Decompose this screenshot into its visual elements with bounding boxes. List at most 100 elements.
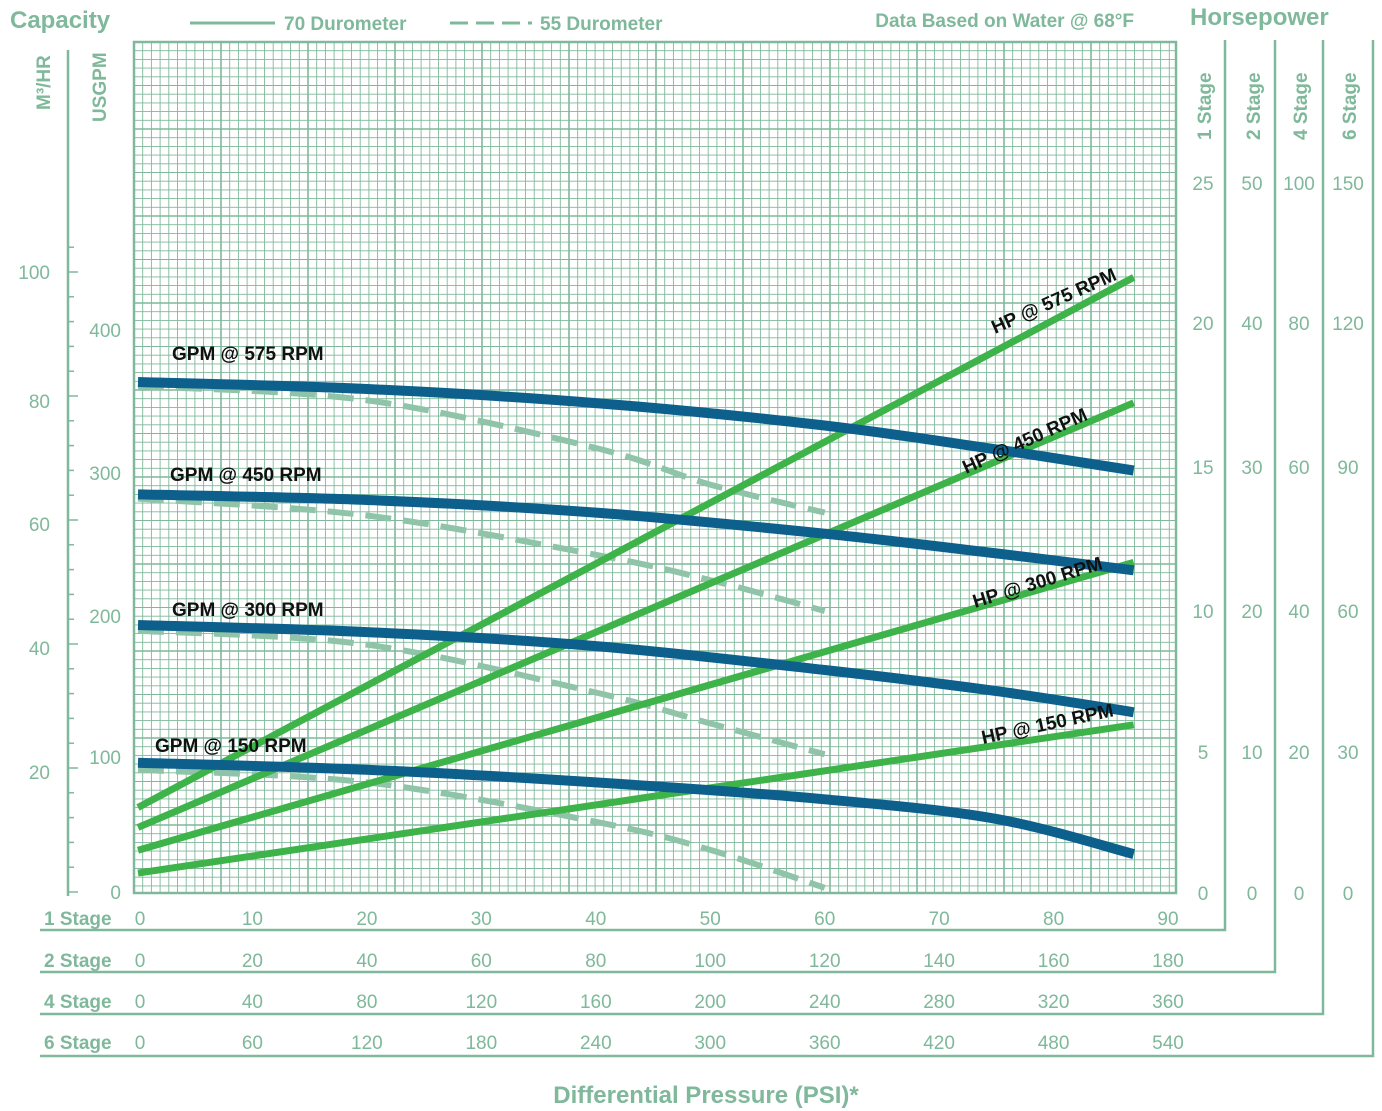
bottom-axis-tick-label: 120 — [465, 992, 497, 1013]
usgpm-tick-label: 400 — [89, 321, 121, 342]
bottom-axis-tick-label: 50 — [700, 909, 721, 930]
bottom-axis-tick-label: 40 — [356, 951, 377, 972]
bottom-axis-tick-label: 360 — [809, 1033, 841, 1054]
hp-curve-575-rpm — [136, 274, 1136, 811]
gpm-curve-450-rpm — [137, 489, 1135, 576]
m3hr-tick-label: 40 — [29, 639, 50, 660]
bottom-axis-title: 2 Stage — [44, 951, 112, 972]
bottom-axis-tick-label: 60 — [814, 909, 835, 930]
bottom-axis-tick-label: 480 — [1038, 1033, 1070, 1054]
right-axis-tick-label: 0 — [1343, 884, 1354, 905]
bottom-axis-tick-label: 120 — [809, 951, 841, 972]
right-axis-tick-label: 20 — [1241, 602, 1262, 623]
right-axis-tick-label: 40 — [1288, 602, 1309, 623]
right-axis-tick-label: 60 — [1337, 602, 1358, 623]
bottom-axis-tick-label: 140 — [923, 951, 955, 972]
bottom-axis-tick-label: 360 — [1152, 992, 1184, 1013]
usgpm-axis-title: USGPM — [90, 52, 111, 122]
bottom-axis-tick-label: 20 — [356, 909, 377, 930]
right-axis-tick-label: 10 — [1241, 743, 1262, 764]
right-axis-tick-label: 100 — [1283, 174, 1315, 195]
usgpm-tick-label: 100 — [89, 748, 121, 769]
legend-solid-label: 70 Durometer — [284, 14, 407, 35]
bottom-axis-tick-label: 540 — [1152, 1033, 1184, 1054]
right-axis-tick-label: 25 — [1192, 174, 1213, 195]
bottom-axis-tick-label: 70 — [929, 909, 950, 930]
bottom-axis-tick-label: 60 — [242, 1033, 263, 1054]
right-axis-tick-label: 15 — [1192, 458, 1213, 479]
bottom-axis-tick-label: 240 — [809, 992, 841, 1013]
bottom-axis-tick-label: 10 — [242, 909, 263, 930]
plot-border — [132, 40, 1178, 895]
right-axis-tick-label: 20 — [1192, 314, 1213, 335]
gpm-curve-label: GPM @ 575 RPM — [172, 344, 324, 365]
usgpm-tick-label: 0 — [110, 883, 121, 904]
capacity-title: Capacity — [10, 7, 111, 34]
bottom-axis-tick-label: 40 — [242, 992, 263, 1013]
right-axis-tick-label: 150 — [1332, 174, 1364, 195]
bottom-axis-title: 1 Stage — [44, 909, 112, 930]
right-axis-title: 1 Stage — [1195, 72, 1216, 140]
hp-curve-450-rpm — [136, 399, 1136, 831]
right-axis-tick-label: 90 — [1337, 458, 1358, 479]
bottom-axis-tick-label: 60 — [471, 951, 492, 972]
bottom-axis-tick-label: 0 — [135, 992, 146, 1013]
m3hr-tick-label: 60 — [29, 515, 50, 536]
horsepower-title: Horsepower — [1190, 4, 1329, 31]
bottom-axis-tick-label: 90 — [1157, 909, 1178, 930]
bottom-axis-tick-label: 0 — [135, 951, 146, 972]
bottom-axis-tick-label: 80 — [1043, 909, 1064, 930]
right-axis-tick-label: 0 — [1198, 884, 1209, 905]
axis-frame-3 — [40, 40, 1325, 1016]
axis-frame-4 — [40, 40, 1375, 1058]
bottom-axis-title: 6 Stage — [44, 1033, 112, 1054]
m3hr-tick-label: 80 — [29, 392, 50, 413]
gpm-curve-label: GPM @ 450 RPM — [170, 465, 322, 486]
right-axis-tick-label: 5 — [1198, 743, 1209, 764]
hp-curve-150-rpm — [137, 721, 1135, 877]
bottom-axis-tick-label: 300 — [694, 1033, 726, 1054]
bottom-axis-tick-label: 80 — [356, 992, 377, 1013]
bottom-axis-tick-label: 160 — [580, 992, 612, 1013]
right-axis-tick-label: 0 — [1247, 884, 1258, 905]
gpm-curve-label: GPM @ 300 RPM — [172, 600, 324, 621]
curves — [136, 274, 1136, 891]
bottom-axis-tick-label: 320 — [1038, 992, 1070, 1013]
right-axis-tick-label: 40 — [1241, 314, 1262, 335]
gpm-curve-55-durometer — [137, 383, 826, 516]
grid — [132, 40, 1178, 895]
m3hr-tick-label: 20 — [29, 763, 50, 784]
usgpm-tick-label: 300 — [89, 464, 121, 485]
right-axis-tick-label: 20 — [1288, 743, 1309, 764]
bottom-axis-tick-label: 160 — [1038, 951, 1070, 972]
right-axis-tick-label: 80 — [1288, 314, 1309, 335]
gpm-curve-label: GPM @ 150 RPM — [155, 736, 307, 757]
bottom-axis-tick-label: 40 — [585, 909, 606, 930]
m3hr-axis-title: M³/HR — [34, 55, 55, 110]
bottom-axis-tick-label: 180 — [1152, 951, 1184, 972]
right-axis-tick-label: 60 — [1288, 458, 1309, 479]
bottom-axis-tick-label: 20 — [242, 951, 263, 972]
bottom-axis-tick-label: 420 — [923, 1033, 955, 1054]
usgpm-tick-label: 200 — [89, 607, 121, 628]
hp-curve-300-rpm — [137, 559, 1135, 854]
right-axis-tick-label: 30 — [1241, 458, 1262, 479]
right-axis-tick-label: 30 — [1337, 743, 1358, 764]
bottom-axis-tick-label: 30 — [471, 909, 492, 930]
bottom-axis-tick-label: 0 — [135, 1033, 146, 1054]
axis-frame-2 — [40, 40, 1277, 974]
gpm-curve-55-durometer — [137, 495, 826, 614]
right-axis-title: 6 Stage — [1340, 72, 1361, 140]
bottom-axis-tick-label: 240 — [580, 1033, 612, 1054]
bottom-axis-tick-label: 180 — [465, 1033, 497, 1054]
right-axis-title: 2 Stage — [1244, 72, 1265, 140]
bottom-axis-tick-label: 80 — [585, 951, 606, 972]
gpm-curve-575-rpm — [137, 377, 1135, 476]
gpm-curve-55-durometer — [137, 627, 826, 758]
x-axis-title: Differential Pressure (PSI)* — [553, 1082, 859, 1109]
bottom-axis-tick-label: 200 — [694, 992, 726, 1013]
bottom-axis-tick-label: 100 — [694, 951, 726, 972]
bottom-axis-tick-label: 280 — [923, 992, 955, 1013]
